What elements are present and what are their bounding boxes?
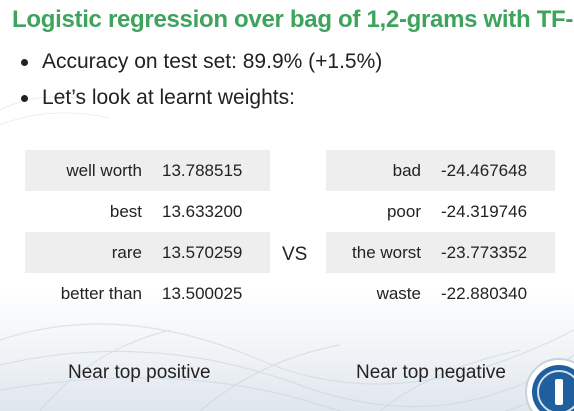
- term-cell: waste: [326, 273, 431, 314]
- table-row: rare 13.570259: [25, 232, 270, 273]
- circular-logo-icon: [524, 357, 574, 411]
- table-row: better than 13.500025: [25, 273, 270, 314]
- table-row: bad -24.467648: [326, 150, 555, 191]
- term-cell: best: [25, 191, 152, 232]
- table-row: well worth 13.788515: [25, 150, 270, 191]
- weight-cell: -24.467648: [431, 150, 555, 191]
- weight-cell: -22.880340: [431, 273, 555, 314]
- bullet-item: Let’s look at learnt weights:: [18, 80, 382, 116]
- term-cell: bad: [326, 150, 431, 191]
- slide-title: Logistic regression over bag of 1,2-gram…: [12, 6, 574, 34]
- weight-cell: 13.633200: [152, 191, 270, 232]
- weight-cell: 13.500025: [152, 273, 270, 314]
- vs-label: VS: [282, 244, 307, 266]
- bullet-dot-icon: [21, 59, 28, 66]
- positive-caption: Near top positive: [68, 362, 211, 384]
- term-cell: poor: [326, 191, 431, 232]
- term-cell: the worst: [326, 232, 431, 273]
- table-row: waste -22.880340: [326, 273, 555, 314]
- term-cell: well worth: [25, 150, 152, 191]
- bullet-dot-icon: [21, 95, 28, 102]
- bullet-text-accuracy: Accuracy on test set: 89.9% (+1.5%): [42, 50, 382, 73]
- table-row: best 13.633200: [25, 191, 270, 232]
- weight-cell: 13.788515: [152, 150, 270, 191]
- weight-cell: 13.570259: [152, 232, 270, 273]
- term-cell: better than: [25, 273, 152, 314]
- term-cell: rare: [25, 232, 152, 273]
- bullet-text-weights: Let’s look at learnt weights:: [42, 86, 295, 109]
- bullet-item: Accuracy on test set: 89.9% (+1.5%): [18, 44, 382, 80]
- weight-cell: -24.319746: [431, 191, 555, 232]
- positive-weights-table: well worth 13.788515 best 13.633200 rare…: [25, 150, 270, 314]
- bullet-list: Accuracy on test set: 89.9% (+1.5%) Let’…: [18, 44, 382, 116]
- table-row: poor -24.319746: [326, 191, 555, 232]
- negative-caption: Near top negative: [356, 362, 506, 384]
- table-row: the worst -23.773352: [326, 232, 555, 273]
- negative-weights-table: bad -24.467648 poor -24.319746 the worst…: [326, 150, 555, 314]
- weight-cell: -23.773352: [431, 232, 555, 273]
